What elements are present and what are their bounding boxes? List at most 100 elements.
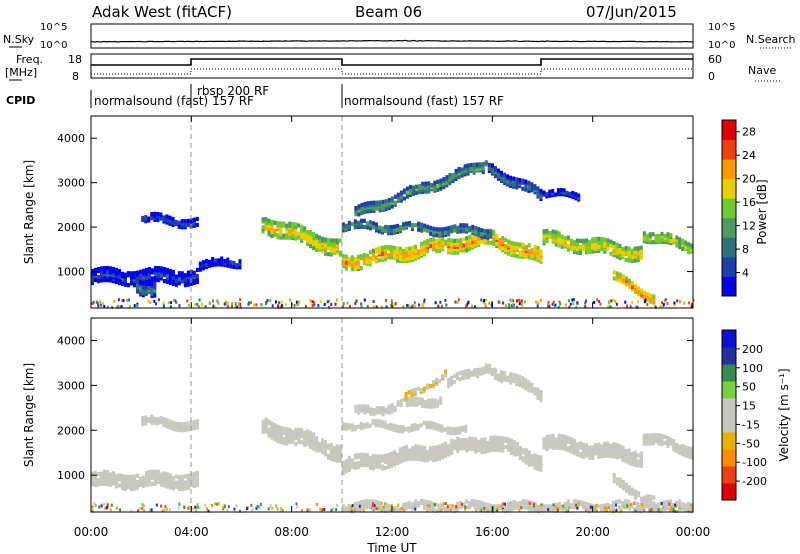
echo-cell [106, 305, 109, 309]
echo-cell [433, 398, 437, 403]
echo-cell [551, 229, 555, 234]
echo-cell [456, 238, 460, 243]
echo-cell [346, 301, 349, 305]
echo-cell [447, 248, 451, 253]
echo-cell [464, 369, 468, 374]
echo-cell [443, 506, 447, 511]
echo-cell [381, 199, 385, 205]
echo-cell [117, 278, 121, 284]
echo-cell [359, 218, 363, 223]
echo-cell [380, 305, 383, 309]
echo-cell [636, 459, 640, 464]
echo-cell [630, 451, 634, 457]
echo-cell [413, 499, 417, 504]
echo-cell [515, 373, 519, 378]
echo-cell [524, 448, 528, 453]
echo-cell [582, 454, 586, 459]
echo-cell [150, 268, 154, 273]
echo-cell [195, 216, 199, 222]
colorbar-segment [722, 139, 736, 160]
echo-cell [593, 300, 596, 304]
echo-cell [521, 448, 525, 453]
echo-cell [351, 504, 354, 508]
echo-cell [615, 508, 618, 512]
echo-cell [496, 508, 499, 512]
echo-cell [159, 266, 163, 271]
echo-cell [359, 456, 363, 461]
echo-cell [530, 382, 534, 387]
echo-cell [521, 505, 525, 510]
echo-cell [545, 192, 549, 197]
echo-cell [432, 237, 436, 242]
echo-cell [365, 422, 369, 427]
echo-cell [437, 423, 441, 428]
echo-cell [323, 439, 327, 445]
echo-cell [467, 301, 470, 305]
echo-cell [389, 422, 393, 427]
echo-cell [639, 253, 643, 258]
echo-cell [452, 373, 456, 379]
echo-cell [462, 237, 466, 242]
echo-cell [105, 269, 109, 275]
echo-cell [356, 460, 360, 466]
echo-cell [460, 502, 463, 506]
echo-cell [135, 479, 139, 484]
echo-cell [183, 474, 187, 479]
echo-cell [281, 304, 284, 308]
echo-cell [624, 300, 627, 304]
echo-cell [402, 248, 406, 254]
echo-cell [675, 241, 679, 246]
echo-cell [670, 506, 673, 510]
echo-cell [377, 258, 381, 263]
echo-cell [623, 503, 627, 508]
echo-cell [405, 457, 409, 462]
echo-cell [558, 300, 561, 304]
echo-cell [374, 247, 378, 252]
echo-cell [380, 251, 384, 256]
echo-cell [138, 507, 141, 511]
echo-cell [430, 183, 434, 188]
echo-cell [171, 476, 175, 481]
echo-cell [512, 444, 516, 449]
echo-cell [579, 238, 583, 243]
echo-cell [192, 507, 195, 511]
echo-cell [180, 271, 184, 276]
echo-cell [380, 464, 384, 469]
echo-cell [512, 176, 516, 181]
echo-cell [493, 373, 497, 379]
echo-cell [224, 302, 227, 306]
echo-cell [396, 452, 400, 457]
echo-cell [150, 211, 154, 217]
echo-cell [439, 186, 443, 191]
echo-cell [478, 508, 481, 512]
echo-cell [450, 438, 454, 443]
echo-cell [657, 433, 661, 438]
echo-cell [294, 431, 298, 437]
echo-cell [448, 181, 452, 186]
echo-cell [399, 254, 403, 259]
echo-cell [138, 286, 142, 291]
echo-cell [380, 423, 384, 428]
echo-cell [365, 221, 369, 226]
echo-cell [177, 474, 181, 480]
echo-cell [588, 239, 592, 245]
echo-cell [431, 421, 435, 426]
echo-cell [432, 445, 436, 451]
echo-cell [533, 244, 537, 249]
echo-cell [408, 221, 412, 226]
echo-cell [459, 223, 463, 228]
echo-cell [183, 421, 187, 427]
echo-cell [177, 506, 180, 510]
echo-cell [579, 244, 583, 249]
echo-cell [446, 426, 450, 431]
echo-cell [584, 501, 588, 507]
echo-cell [162, 279, 166, 284]
echo-cell [532, 502, 535, 506]
echo-cell [478, 367, 482, 372]
echo-cell [441, 374, 445, 379]
echo-cell [222, 506, 225, 510]
echo-cell [141, 268, 145, 274]
echo-cell [512, 448, 516, 453]
echo-cell [180, 223, 184, 228]
echo-cell [617, 499, 621, 504]
